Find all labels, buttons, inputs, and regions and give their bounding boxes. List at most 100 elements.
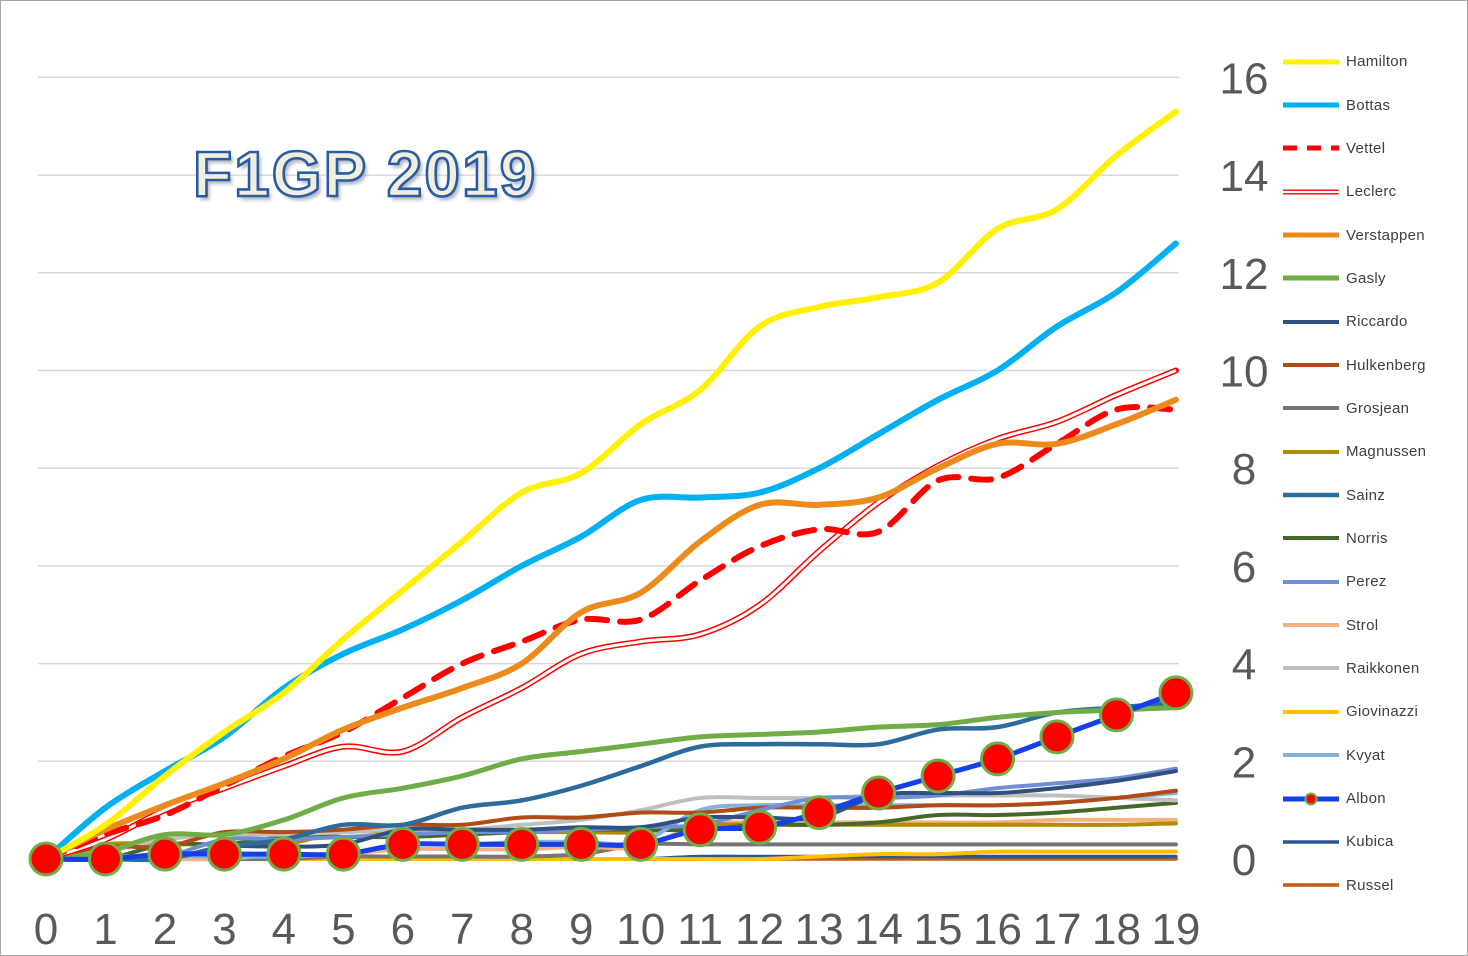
legend-swatch-kvyat (1283, 753, 1339, 758)
albon-legend-marker (1304, 792, 1318, 806)
albon-marker (623, 826, 659, 862)
legend-item-magnussen: Magnussen (1282, 430, 1464, 473)
legend-item-raikkonen: Raikkonen (1282, 647, 1464, 690)
albon-marker (920, 758, 956, 794)
albon-markers (28, 675, 1194, 877)
legend-item-sainz: Sainz (1282, 473, 1464, 516)
legend-swatch-perez (1283, 579, 1339, 584)
albon-marker (147, 836, 183, 872)
legend-label: Hamilton (1346, 53, 1408, 71)
x-axis-tick: 12 (735, 905, 784, 954)
legend-label: Magnussen (1346, 443, 1427, 461)
legend-label: Hulkenberg (1346, 356, 1426, 374)
legend-label: Albon (1346, 790, 1386, 808)
y-axis-tick: 12 (1220, 250, 1269, 299)
albon-marker (206, 836, 242, 872)
x-axis-tick: 9 (569, 905, 593, 954)
legend-item-strol: Strol (1282, 603, 1464, 646)
albon-marker (563, 826, 599, 862)
legend-swatch-strol (1283, 623, 1339, 628)
legend-swatch-sainz (1283, 492, 1339, 498)
legend-label: Giovinazzi (1346, 703, 1419, 721)
legend-item-kvyat: Kvyat (1282, 734, 1464, 777)
series-line-gasly (43, 705, 1179, 862)
albon-marker (504, 826, 540, 862)
legend-swatch-leclerc (1283, 189, 1339, 195)
x-axis-tick: 8 (510, 905, 534, 954)
albon-marker (325, 836, 361, 872)
legend-label: Sainz (1346, 486, 1386, 504)
x-axis-tick: 6 (391, 905, 415, 954)
series-line-hamilton (43, 108, 1179, 862)
x-axis-tick: 7 (450, 905, 474, 954)
x-axis-tick: 3 (212, 905, 236, 954)
legend-swatch-hamilton (1283, 59, 1339, 65)
albon-marker (385, 826, 421, 862)
legend-item-albon: Albon (1282, 777, 1464, 820)
legend-swatch-russel (1283, 883, 1339, 887)
legend-item-verstappen: Verstappen (1282, 213, 1464, 256)
y-axis-tick: 10 (1220, 348, 1269, 397)
legend-swatch-grosjean (1283, 406, 1339, 411)
legend-label: Riccardo (1346, 313, 1408, 331)
x-axis-tick: 18 (1092, 905, 1141, 954)
x-axis-tick: 15 (914, 905, 963, 954)
x-axis-tick: 5 (331, 905, 355, 954)
legend-label: Strol (1346, 616, 1379, 634)
y-axis-tick: 8 (1232, 445, 1256, 494)
chart-title: F1GP 2019 (192, 137, 538, 212)
legend-item-hulkenberg: Hulkenberg (1282, 343, 1464, 386)
series-line-leclerc-core (45, 369, 1177, 861)
albon-marker (861, 775, 897, 811)
legend-item-hamilton: Hamilton (1282, 40, 1464, 83)
legend-label: Grosjean (1346, 399, 1410, 417)
x-axis-labels: 0 1 2 3 4 5 6 7 8 9 10 11 12 13 14 15 16 17 18 19 (34, 905, 1201, 954)
legend-label: Kubica (1346, 833, 1394, 851)
albon-marker (742, 809, 778, 845)
legend-swatch-verstappen (1283, 232, 1339, 238)
x-axis-tick: 13 (795, 905, 844, 954)
albon-marker (1039, 719, 1075, 755)
y-axis-tick: 0 (1232, 836, 1256, 885)
legend-swatch-norris (1283, 536, 1339, 541)
legend-swatch-kubica (1283, 840, 1339, 844)
x-axis-tick: 14 (854, 905, 903, 954)
legend-item-riccardo: Riccardo (1282, 300, 1464, 343)
legend-swatch-giovinazzi (1283, 709, 1339, 714)
legend-label: Russel (1346, 876, 1394, 894)
legend: Hamilton Bottas Vettel Leclerc Verstappen Gas… (1282, 40, 1464, 907)
legend-swatch-riccardo (1283, 319, 1339, 324)
legend-label: Perez (1346, 573, 1387, 591)
legend-item-perez: Perez (1282, 560, 1464, 603)
legend-label: Kvyat (1346, 746, 1386, 764)
albon-marker (1158, 675, 1194, 711)
albon-marker (444, 826, 480, 862)
series-line-bottas (43, 240, 1179, 862)
legend-swatch-raikkonen (1283, 666, 1339, 671)
albon-marker (28, 841, 64, 877)
y-axis-tick: 4 (1232, 641, 1256, 690)
legend-swatch-magnussen (1283, 449, 1339, 454)
legend-item-kubica: Kubica (1282, 820, 1464, 863)
legend-item-grosjean: Grosjean (1282, 387, 1464, 430)
legend-swatch-bottas (1283, 102, 1339, 108)
legend-item-vettel: Vettel (1282, 127, 1464, 170)
series-line-verstappen (43, 396, 1179, 862)
legend-item-bottas: Bottas (1282, 83, 1464, 126)
albon-marker (1098, 697, 1134, 733)
x-axis-tick: 1 (93, 905, 117, 954)
x-axis-tick: 4 (272, 905, 296, 954)
series-lines (28, 108, 1194, 877)
legend-item-gasly: Gasly (1282, 257, 1464, 300)
legend-swatch-hulkenberg (1283, 363, 1339, 368)
legend-label: Bottas (1346, 96, 1391, 114)
legend-label: Norris (1346, 529, 1388, 547)
legend-swatch-albon (1283, 792, 1339, 806)
x-axis-tick: 2 (153, 905, 177, 954)
albon-marker (980, 741, 1016, 777)
y-axis-tick: 16 (1220, 54, 1269, 103)
albon-marker (87, 841, 123, 877)
albon-marker (801, 795, 837, 831)
y-axis-tick: 2 (1232, 738, 1256, 787)
